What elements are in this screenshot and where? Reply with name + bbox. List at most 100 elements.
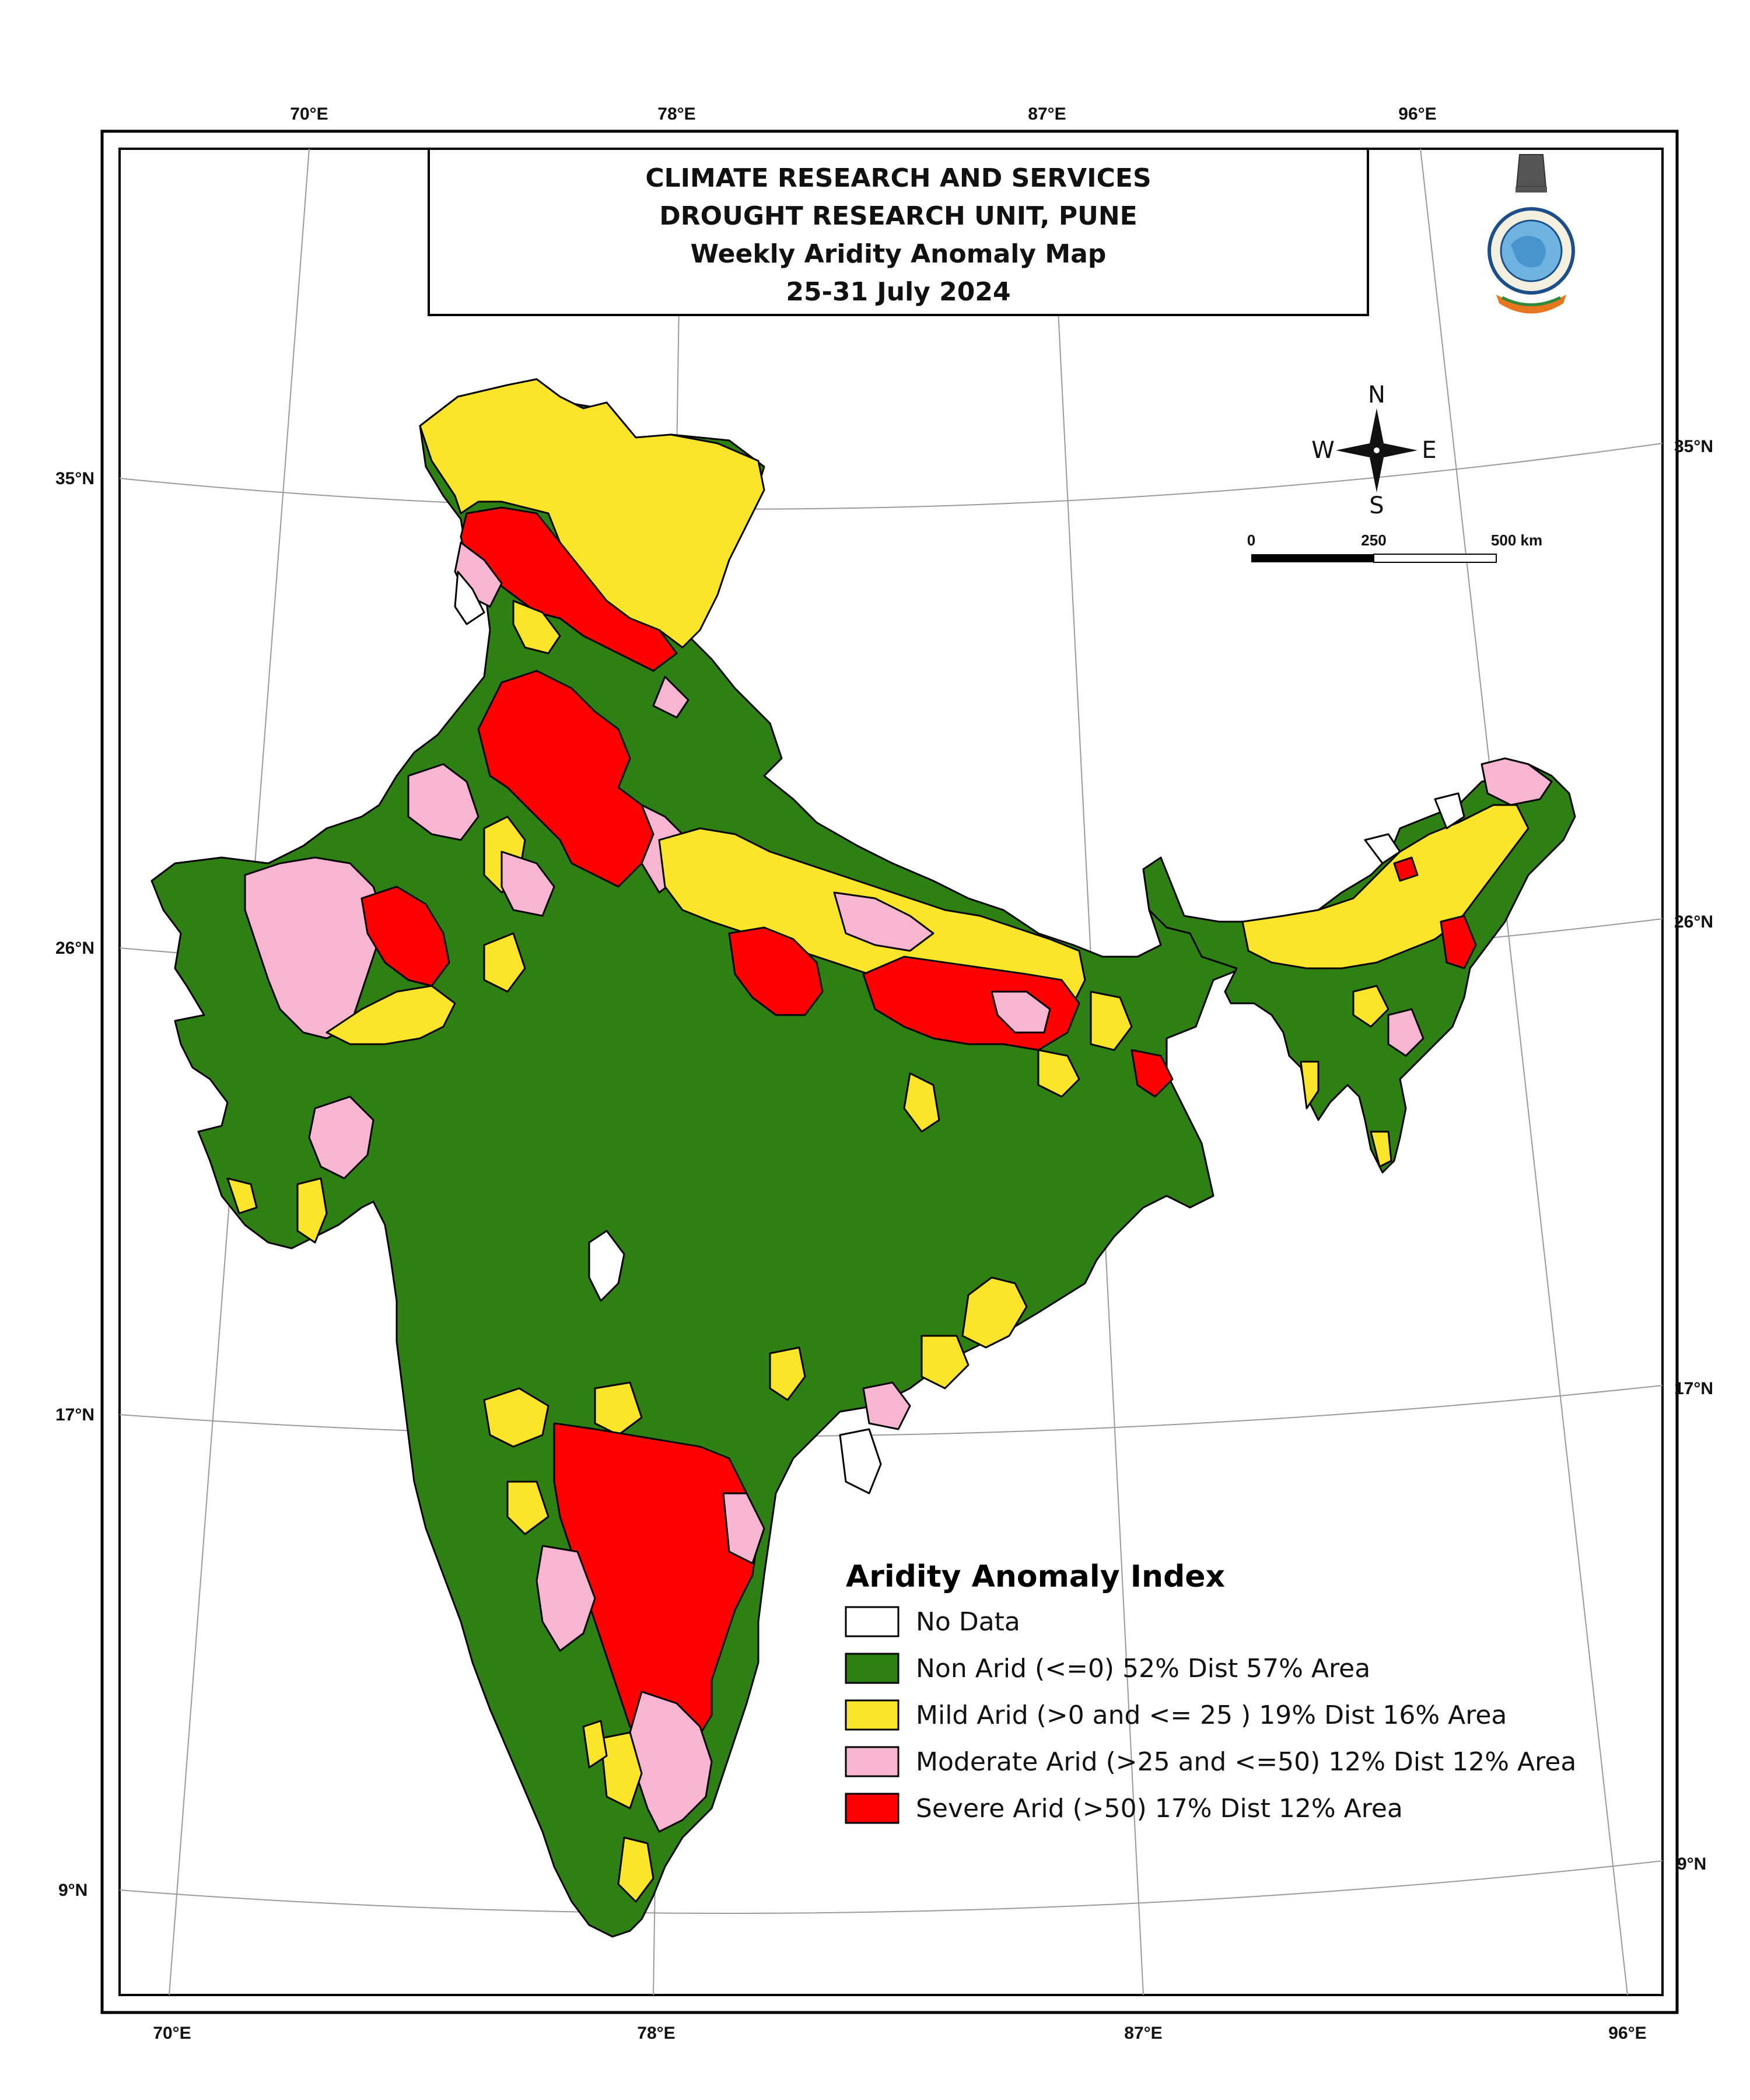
legend-title: Aridity Anomaly Index: [846, 1559, 1225, 1594]
region-himachal-pink: [652, 676, 690, 719]
lion-capital-icon: [1516, 154, 1547, 187]
region-gujarat-pink: [308, 1096, 374, 1180]
scale-label-250: 250: [1361, 531, 1386, 549]
left-lat-label: 17°N: [55, 1405, 94, 1424]
region-ladakh: [419, 378, 765, 649]
region-odisha-mild: [961, 1276, 1028, 1349]
title-line: 25-31 July 2024: [786, 277, 1010, 307]
region-kerala-mild: [582, 1720, 608, 1769]
legend-swatch: [845, 1793, 900, 1824]
bottom-lon-label: 87°E: [1124, 2024, 1162, 2043]
bottom-lon-label: 70°E: [153, 2024, 191, 2043]
region-ne-mild-south: [1352, 985, 1390, 1028]
region-ne-pink: [1387, 1008, 1424, 1057]
region-rajasthan-severe: [360, 886, 450, 987]
legend-item-label: Non Arid (<=0) 52% Dist 57% Area: [916, 1654, 1370, 1684]
region-mainland-base: [150, 378, 1244, 1938]
compass-e-label: E: [1422, 437, 1436, 464]
legend-swatch: [845, 1699, 900, 1731]
legend-swatch: [845, 1746, 900, 1777]
region-ap-nodata: [839, 1428, 882, 1494]
region-gujarat-mild2: [226, 1177, 258, 1214]
parallel-35: [120, 443, 1662, 510]
top-lon-label: 78°E: [657, 104, 695, 124]
region-gujarat-mild: [296, 1177, 328, 1244]
india-map: [150, 378, 1576, 1938]
region-rajasthan-pink2: [407, 763, 480, 841]
ribbon-icon: [1496, 295, 1566, 314]
legend-item-label: No Data: [916, 1607, 1020, 1637]
region-tn-mild: [600, 1731, 643, 1810]
region-jharkhand-mild: [1037, 1049, 1080, 1098]
region-ne-nodata2: [1364, 833, 1401, 864]
compass-s-label: S: [1369, 492, 1384, 519]
top-lon-label: 70°E: [290, 104, 328, 124]
left-lat-label: 26°N: [55, 939, 94, 958]
title-box: CLIMATE RESEARCH AND SERVICES DROUGHT RE…: [428, 148, 1369, 316]
top-lon-label: 96°E: [1398, 104, 1436, 124]
region-mizoram-mild: [1370, 1130, 1392, 1168]
region-jk-nodata: [454, 570, 485, 625]
bottom-lon-label: 78°E: [637, 2024, 675, 2043]
region-rajasthan-mild3: [483, 932, 526, 993]
region-arunachal-pink: [1480, 757, 1553, 806]
region-ne-severe2: [1393, 856, 1419, 882]
region-ap-pink: [862, 1381, 911, 1430]
region-bihar-pink: [991, 991, 1051, 1034]
scale-bar-segment-dark: [1251, 554, 1374, 562]
region-up-pink: [833, 891, 935, 952]
legend-item-label: Moderate Arid (>25 and <=50) 12% Dist 12…: [916, 1747, 1576, 1777]
left-lat-label: 9°N: [58, 1881, 88, 1900]
parallel-17: [120, 1385, 1662, 1437]
right-lat-label: 17°N: [1674, 1379, 1713, 1398]
region-nodata-central: [588, 1230, 625, 1302]
region-arunachal-nodata: [1434, 792, 1465, 830]
legend: Aridity Anomaly Index No Data Non Arid (…: [845, 1559, 1576, 1824]
meridian-96: [1420, 149, 1628, 1995]
region-maha-mild: [483, 1387, 550, 1448]
top-lon-label: 87°E: [1028, 104, 1066, 124]
right-lat-label: 35°N: [1674, 437, 1713, 456]
scale-bar: 0 250 500 km: [1247, 531, 1542, 563]
bottom-lon-label: 96°E: [1608, 2024, 1646, 2043]
region-jk-mild: [512, 600, 561, 654]
region-south-pink: [722, 1492, 765, 1564]
parallel-9: [120, 1860, 1662, 1914]
region-rajasthan-pink3: [501, 850, 555, 917]
region-tn-mild2: [617, 1836, 654, 1903]
compass-n-label: N: [1368, 382, 1385, 408]
left-lat-label: 35°N: [55, 469, 94, 488]
region-deccan-mild: [594, 1381, 643, 1436]
north-arrow-icon: N S E W: [1311, 382, 1436, 519]
title-frame: [428, 148, 1369, 316]
right-lat-label: 26°N: [1674, 912, 1713, 932]
graticule-labels: 70°E 78°E 87°E 96°E 70°E 78°E 87°E 96°E …: [55, 104, 1713, 2043]
title-line: DROUGHT RESEARCH UNIT, PUNE: [659, 201, 1137, 231]
legend-swatch: [845, 1653, 900, 1684]
region-odisha-mild2: [921, 1335, 970, 1390]
region-bengal-mild: [1090, 991, 1133, 1051]
imd-emblem-logo: [1488, 154, 1575, 314]
region-bengal-severe: [1130, 1049, 1174, 1098]
compass-w-label: W: [1311, 437, 1335, 464]
right-lat-label: 9°N: [1677, 1854, 1706, 1874]
region-up-severe: [728, 926, 824, 1016]
region-telangana-mild: [769, 1346, 806, 1401]
region-tripura-mild: [1300, 1060, 1320, 1110]
region-ne-severe: [1440, 915, 1477, 970]
legend-swatch: [845, 1606, 900, 1637]
legend-item-label: Mild Arid (>0 and <= 25 ) 19% Dist 16% A…: [916, 1700, 1507, 1730]
region-rajasthan-mild: [326, 985, 456, 1045]
region-punjab-severe: [477, 670, 654, 888]
scale-label-0: 0: [1247, 531, 1255, 549]
region-karnataka-mild: [506, 1480, 550, 1535]
region-northeast-mild: [1241, 804, 1530, 970]
title-line: Weekly Aridity Anomaly Map: [691, 239, 1107, 269]
scale-bar-segment-light: [1373, 554, 1497, 563]
legend-item-label: Severe Arid (>50) 17% Dist 12% Area: [916, 1794, 1403, 1824]
region-karnataka-pink: [536, 1545, 596, 1652]
title-line: CLIMATE RESEARCH AND SERVICES: [645, 163, 1151, 193]
region-mp-mild: [903, 1072, 940, 1133]
